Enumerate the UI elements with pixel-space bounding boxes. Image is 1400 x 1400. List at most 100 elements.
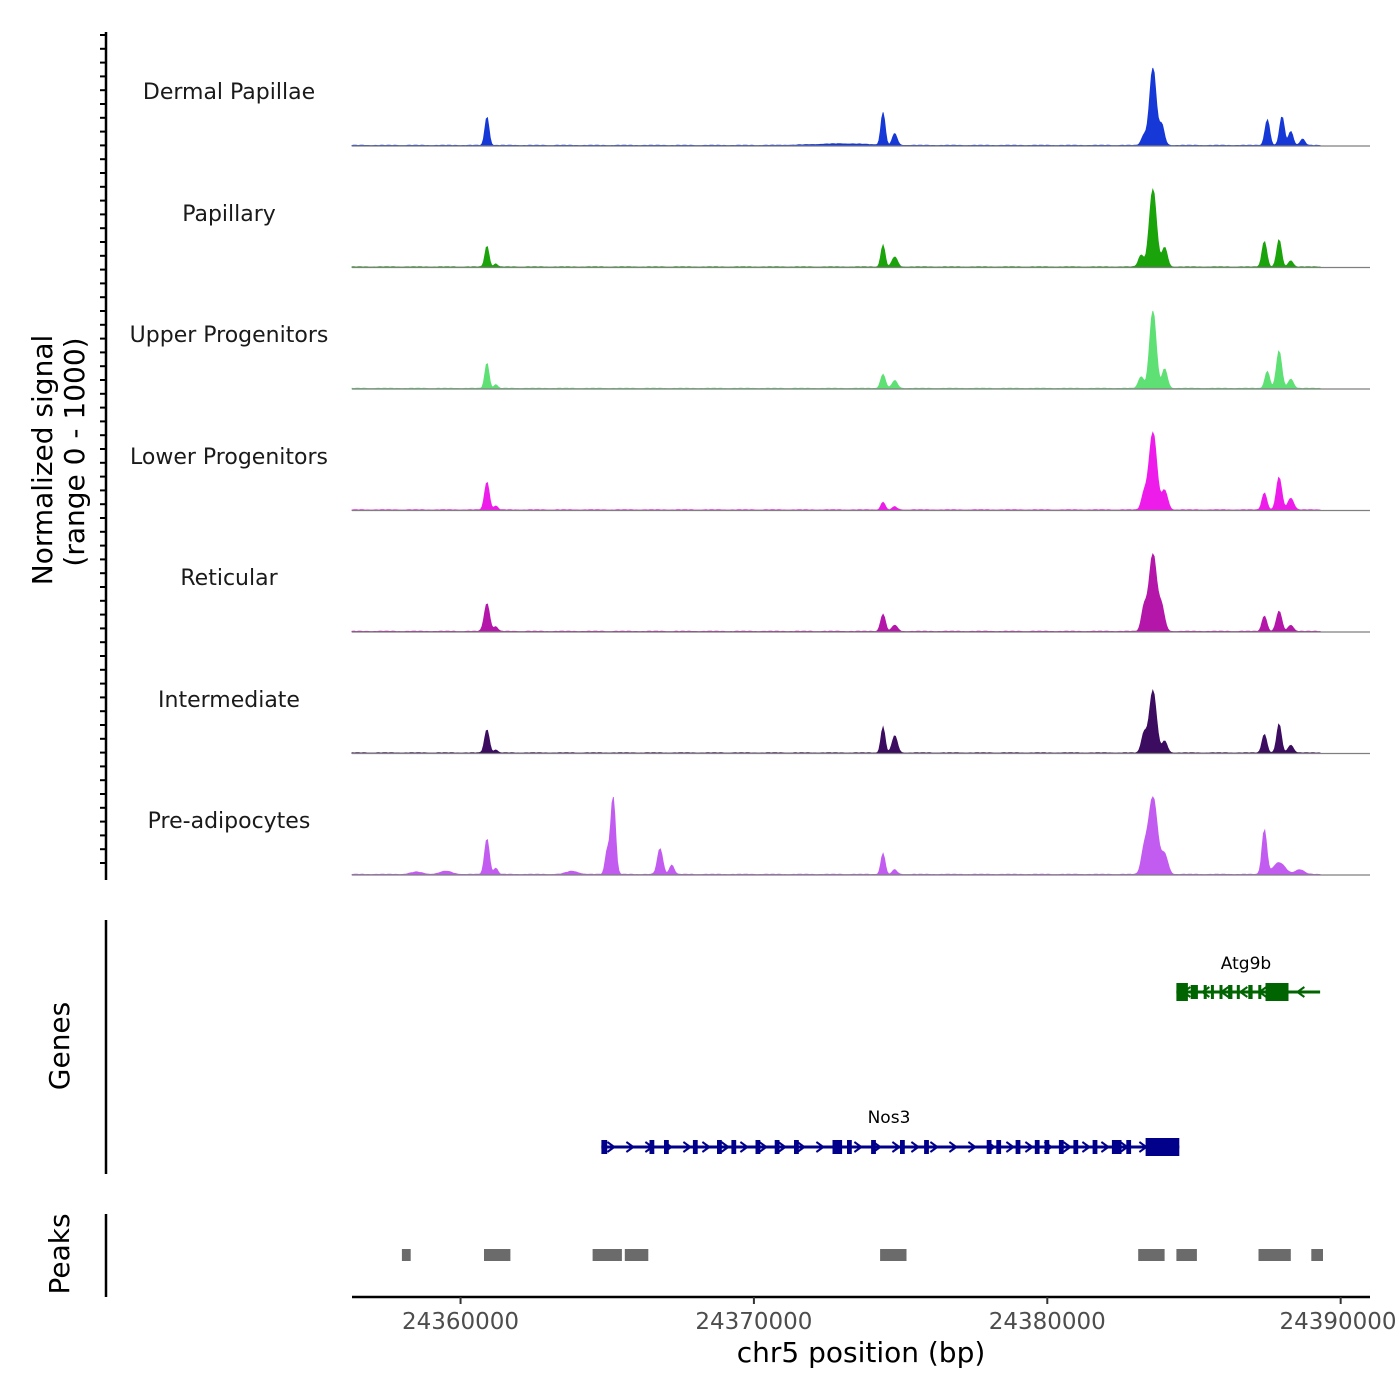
strand-chevron — [701, 1141, 712, 1153]
strand-chevron — [1238, 986, 1248, 998]
coverage-area — [351, 188, 1321, 268]
signal-y-axis-ticks — [100, 34, 106, 864]
strand-chevron — [1081, 1141, 1092, 1153]
gene-exon — [1015, 1140, 1021, 1154]
peak-region — [1311, 1249, 1323, 1261]
strand-chevron — [891, 1141, 902, 1153]
gene-exon — [1044, 1140, 1050, 1154]
gene-exon — [1248, 985, 1253, 999]
gene-model-nos3 — [601, 1138, 1180, 1156]
strand-chevron — [739, 1141, 750, 1153]
peak-region — [1138, 1249, 1165, 1261]
track-intermediate — [351, 688, 1370, 755]
strand-chevron — [1200, 986, 1210, 998]
gene-exon — [692, 1140, 698, 1154]
strand-chevron — [815, 1141, 826, 1153]
x-tick-label: 24390000 — [1279, 1309, 1396, 1335]
gene-exon — [1034, 1140, 1040, 1154]
gene-exon — [1145, 1138, 1180, 1156]
coverage-area — [351, 688, 1321, 754]
coverage-area — [351, 796, 1321, 876]
track-label-pre-adipocytes: Pre-adipocytes — [148, 809, 311, 834]
strand-chevron — [1100, 1141, 1111, 1153]
peak-region — [1176, 1249, 1197, 1261]
track-pre-adipocytes — [351, 796, 1370, 876]
strand-chevron — [682, 1141, 693, 1153]
gene-exon — [1126, 1140, 1132, 1154]
x-axis-title: chr5 position (bp) — [737, 1336, 986, 1369]
gene-exon — [832, 1140, 843, 1154]
gene-exon — [717, 1140, 722, 1154]
gene-exon — [755, 1140, 761, 1154]
coverage-area — [351, 431, 1321, 511]
gene-exon — [1203, 985, 1207, 999]
track-label-upper-progenitors: Upper Progenitors — [130, 323, 329, 348]
track-papillary — [351, 188, 1370, 269]
track-label-lower-progenitors: Lower Progenitors — [130, 445, 328, 470]
strand-chevron — [948, 1141, 959, 1153]
gene-exon — [601, 1140, 608, 1154]
strand-chevron — [1024, 1141, 1035, 1153]
y-axis-title-line1: Normalized signal — [26, 335, 59, 586]
gene-exon — [1176, 983, 1188, 1001]
gene-label-atg9b: Atg9b — [1221, 954, 1271, 974]
gene-exon — [924, 1140, 929, 1154]
gene-annotations: Atg9b Nos3 — [601, 954, 1321, 1156]
x-tick-label: 24360000 — [402, 1309, 519, 1335]
strand-chevron — [777, 1141, 788, 1153]
peaks-panel-title: Peaks — [43, 1213, 76, 1294]
peak-regions — [401, 1249, 1323, 1261]
strand-chevron — [1295, 986, 1305, 998]
gene-exon — [871, 1140, 876, 1154]
strand-chevron — [1005, 1141, 1016, 1153]
gene-exon — [1228, 985, 1233, 999]
track-lower-progenitors — [351, 431, 1370, 512]
gene-exon — [996, 1140, 1002, 1154]
strand-chevron — [929, 1141, 940, 1153]
gene-exon — [794, 1140, 799, 1154]
gene-exon — [1265, 983, 1289, 1001]
track-upper-progenitors — [351, 310, 1370, 390]
gene-exon — [900, 1140, 905, 1154]
strand-chevron — [758, 1141, 769, 1153]
strand-chevron — [1062, 1141, 1073, 1153]
coverage-area — [351, 310, 1321, 390]
peak-region — [1258, 1249, 1291, 1261]
gene-exon — [1210, 985, 1214, 999]
coverage-area — [351, 67, 1321, 147]
peak-region — [624, 1249, 649, 1261]
strand-chevron — [625, 1141, 636, 1153]
gene-model-atg9b — [1176, 983, 1321, 1001]
gene-exon — [1190, 985, 1198, 999]
peak-region — [592, 1249, 622, 1261]
track-label-papillary: Papillary — [182, 202, 276, 227]
peak-region — [484, 1249, 511, 1261]
gene-exon — [664, 1140, 669, 1154]
strand-chevron — [853, 1141, 864, 1153]
gene-exon — [649, 1140, 655, 1154]
x-axis-ticks: 24360000 24370000 24380000 24390000 — [402, 1297, 1397, 1335]
track-dermal-papillae — [351, 67, 1370, 147]
strand-chevron — [720, 1141, 731, 1153]
x-tick-label: 24370000 — [695, 1309, 812, 1335]
gene-exon — [731, 1140, 737, 1154]
peak-region — [880, 1249, 907, 1261]
genes-panel-title: Genes — [43, 1002, 76, 1090]
peak-region — [401, 1249, 411, 1261]
strand-chevron — [796, 1141, 807, 1153]
gene-exon — [1092, 1140, 1098, 1154]
gene-label-nos3: Nos3 — [868, 1108, 911, 1128]
strand-chevron — [967, 1141, 978, 1153]
gene-exon — [774, 1140, 780, 1154]
strand-chevron — [910, 1141, 921, 1153]
coverage-tracks — [351, 67, 1370, 876]
gene-exon — [1073, 1140, 1079, 1154]
strand-chevron — [606, 1141, 617, 1153]
gene-exon — [1219, 985, 1223, 999]
gene-exon — [986, 1140, 992, 1154]
gene-exon — [1111, 1140, 1122, 1154]
gene-exon — [1258, 985, 1262, 999]
track-label-dermal-papillae: Dermal Papillae — [143, 80, 315, 105]
coverage-area — [351, 553, 1321, 633]
